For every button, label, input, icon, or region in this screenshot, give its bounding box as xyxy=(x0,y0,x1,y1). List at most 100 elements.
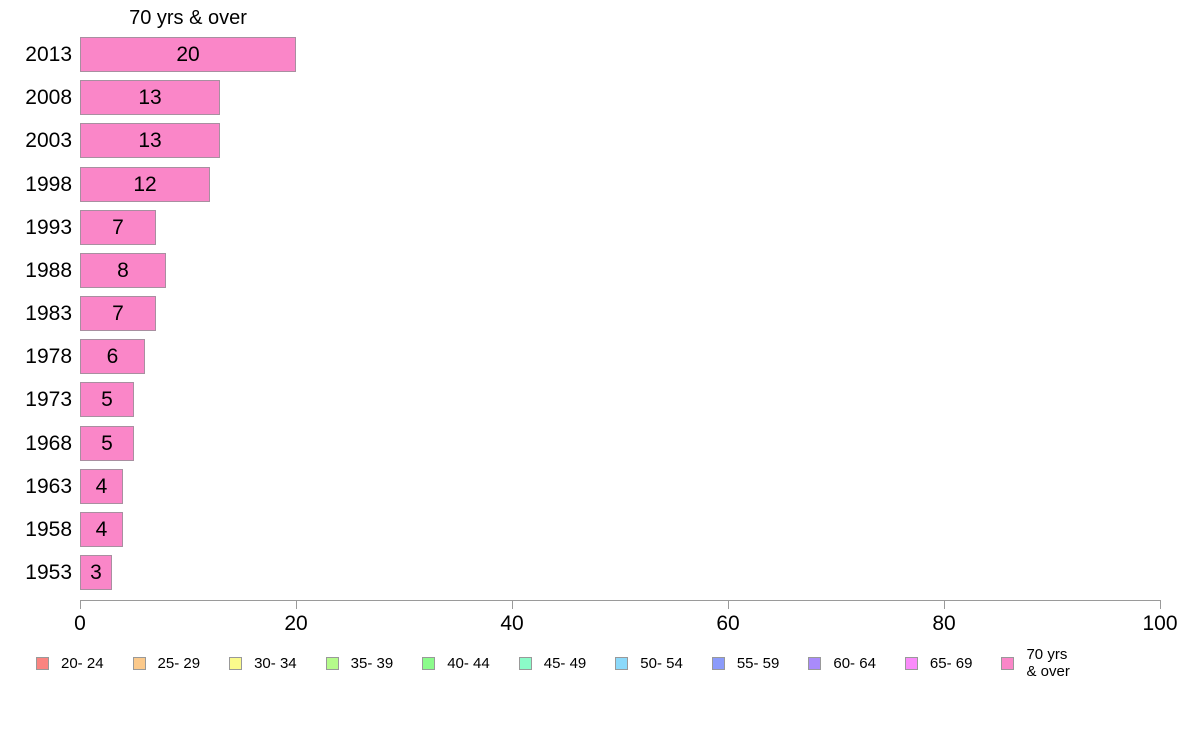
legend-label: 50- 54 xyxy=(640,654,683,672)
bar: 4 xyxy=(80,469,123,504)
bar-value-label: 7 xyxy=(112,302,124,325)
bar: 4 xyxy=(80,512,123,547)
bar-row: 1998 12 xyxy=(0,167,1188,202)
x-axis-tick-label: 20 xyxy=(284,612,308,635)
legend-label: 25- 29 xyxy=(157,654,201,672)
legend-swatch xyxy=(518,656,532,670)
x-axis-tick-label: 0 xyxy=(74,612,86,635)
y-axis-category-label: 1983 xyxy=(25,302,72,325)
legend-label: 60- 64 xyxy=(833,654,876,672)
y-axis-category-label: 1988 xyxy=(25,259,72,282)
x-axis-tick xyxy=(728,600,729,609)
legend-swatch xyxy=(615,656,629,670)
bar: 5 xyxy=(80,382,134,417)
bar: 7 xyxy=(80,296,156,331)
x-axis-tick-label: 80 xyxy=(932,612,956,635)
bar-row: 1993 7 xyxy=(0,210,1188,245)
bar: 13 xyxy=(80,123,220,158)
bar-value-label: 20 xyxy=(176,43,200,66)
bar: 5 xyxy=(80,426,134,461)
y-axis-category-label: 1998 xyxy=(25,173,72,196)
y-axis-category-label: 1958 xyxy=(25,518,72,541)
bar: 3 xyxy=(80,555,112,590)
chart-title: 70 yrs & over xyxy=(129,7,247,29)
y-axis-category-label: 2008 xyxy=(25,86,72,109)
bar-value-label: 8 xyxy=(117,259,129,282)
bar-value-label: 13 xyxy=(138,86,162,109)
bar-value-label: 5 xyxy=(101,432,113,455)
bar: 7 xyxy=(80,210,156,245)
bar-row: 1978 6 xyxy=(0,339,1188,374)
x-axis-line xyxy=(80,600,1160,601)
legend-label: 65- 69 xyxy=(929,654,973,672)
legend-label: 70 yrs & over xyxy=(1026,646,1070,680)
legend-swatch xyxy=(229,656,243,670)
bar-value-label: 12 xyxy=(133,173,157,196)
y-axis-category-label: 2003 xyxy=(25,129,72,152)
bar-row: 1983 7 xyxy=(0,296,1188,331)
bar-row: 1958 4 xyxy=(0,512,1188,547)
x-axis-tick xyxy=(80,600,81,609)
bar-value-label: 4 xyxy=(95,475,108,498)
legend-label: 40- 44 xyxy=(447,654,490,672)
legend-item: 40- 44 xyxy=(422,655,490,672)
bar-value-label: 6 xyxy=(106,345,119,368)
bar-value-label: 5 xyxy=(101,388,113,411)
legend-item: 45- 49 xyxy=(518,654,587,672)
legend-label: 20- 24 xyxy=(61,654,104,672)
legend-item: 30- 34 xyxy=(229,655,297,672)
y-axis-category-label: 1963 xyxy=(25,475,72,498)
legend-swatch xyxy=(711,656,725,670)
y-axis-category-label: 1968 xyxy=(25,432,72,455)
bar: 8 xyxy=(80,253,166,288)
bar-row: 1963 4 xyxy=(0,469,1188,504)
bar-row: 1988 8 xyxy=(0,253,1188,288)
y-axis-category-label: 1993 xyxy=(25,216,72,239)
legend-swatch xyxy=(422,656,436,670)
legend-label: 30- 34 xyxy=(254,654,297,672)
x-axis-tick xyxy=(1160,600,1161,609)
bar: 6 xyxy=(80,339,145,374)
bar-row: 2003 13 xyxy=(0,123,1188,158)
legend-swatch xyxy=(132,656,146,670)
bar: 13 xyxy=(80,80,220,115)
bar-row: 1968 5 xyxy=(0,426,1188,461)
legend-swatch xyxy=(1001,656,1015,670)
legend-label: 45- 49 xyxy=(543,654,587,672)
legend-item: 50- 54 xyxy=(615,655,683,672)
legend-label: 55- 59 xyxy=(736,654,780,672)
bar-row: 2008 13 xyxy=(0,80,1188,115)
bar-value-label: 7 xyxy=(112,216,124,239)
y-axis-category-label: 2013 xyxy=(25,43,72,66)
bar-value-label: 4 xyxy=(95,518,108,541)
bar-value-label: 13 xyxy=(138,129,162,152)
bar-value-label: 3 xyxy=(90,561,102,584)
legend-swatch xyxy=(36,656,49,670)
legend-swatch xyxy=(808,656,822,670)
y-axis-category-label: 1953 xyxy=(25,561,72,584)
legend-item: 25- 29 xyxy=(132,654,201,672)
legend-item: 20- 24 xyxy=(36,655,104,672)
x-axis-tick-label: 60 xyxy=(716,612,740,635)
legend-item: 70 yrs & over xyxy=(1001,646,1070,680)
x-axis-tick xyxy=(944,600,945,609)
bar-row: 1973 5 xyxy=(0,382,1188,417)
legend-item: 65- 69 xyxy=(904,654,973,672)
x-axis-tick xyxy=(512,600,513,609)
legend-swatch xyxy=(904,656,918,670)
bar-row: 1953 3 xyxy=(0,555,1188,590)
bar: 20 xyxy=(80,37,296,72)
legend-item: 60- 64 xyxy=(808,655,876,672)
y-axis-category-label: 1973 xyxy=(25,388,72,411)
legend-item: 35- 39 xyxy=(325,654,394,672)
bar: 12 xyxy=(80,167,210,202)
legend-item: 55- 59 xyxy=(711,654,780,672)
legend-swatch xyxy=(325,656,339,670)
x-axis-tick-label: 40 xyxy=(500,612,524,635)
bar-row: 2013 20 xyxy=(0,37,1188,72)
x-axis-tick-label: 100 xyxy=(1142,612,1178,635)
legend-label: 35- 39 xyxy=(350,654,394,672)
y-axis-category-label: 1978 xyxy=(25,345,72,368)
legend: 20- 24 25- 29 30- 34 35- 39 40- 44 45- 49 50- … xyxy=(36,646,1070,680)
